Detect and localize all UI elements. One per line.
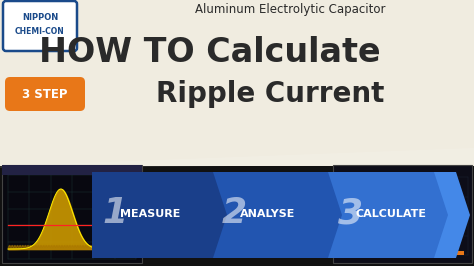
Bar bbox=[431, 243, 438, 255]
Polygon shape bbox=[434, 172, 470, 258]
Bar bbox=[457, 251, 464, 255]
Text: NIPPON: NIPPON bbox=[22, 14, 58, 23]
Bar bbox=[445, 248, 452, 255]
Text: 1: 1 bbox=[102, 196, 127, 230]
Bar bbox=[2, 165, 142, 175]
Polygon shape bbox=[0, 148, 474, 168]
Text: HOW TO Calculate: HOW TO Calculate bbox=[39, 36, 381, 69]
FancyBboxPatch shape bbox=[3, 1, 77, 51]
Polygon shape bbox=[92, 172, 229, 258]
Text: CHEMI-CON: CHEMI-CON bbox=[15, 27, 65, 35]
Bar bbox=[385, 251, 392, 255]
Bar bbox=[423, 247, 430, 255]
Text: CALCULATE: CALCULATE bbox=[356, 209, 427, 219]
Bar bbox=[0, 166, 474, 266]
Polygon shape bbox=[213, 172, 344, 258]
Bar bbox=[395, 205, 402, 255]
Text: ANALYSE: ANALYSE bbox=[240, 209, 295, 219]
FancyBboxPatch shape bbox=[5, 77, 85, 111]
Text: Ripple Current: Ripple Current bbox=[156, 80, 384, 108]
Bar bbox=[439, 249, 446, 255]
Bar bbox=[407, 250, 414, 255]
Polygon shape bbox=[328, 172, 450, 258]
Text: 3 STEP: 3 STEP bbox=[22, 88, 68, 101]
Bar bbox=[2, 165, 142, 263]
Text: 2: 2 bbox=[222, 196, 247, 230]
Bar bbox=[451, 250, 458, 255]
Bar bbox=[373, 245, 380, 255]
Text: MEASURE: MEASURE bbox=[120, 209, 181, 219]
Text: Aluminum Electrolytic Capacitor: Aluminum Electrolytic Capacitor bbox=[195, 3, 385, 16]
Bar bbox=[415, 227, 422, 255]
Text: 3: 3 bbox=[338, 196, 363, 230]
Bar bbox=[333, 165, 472, 263]
